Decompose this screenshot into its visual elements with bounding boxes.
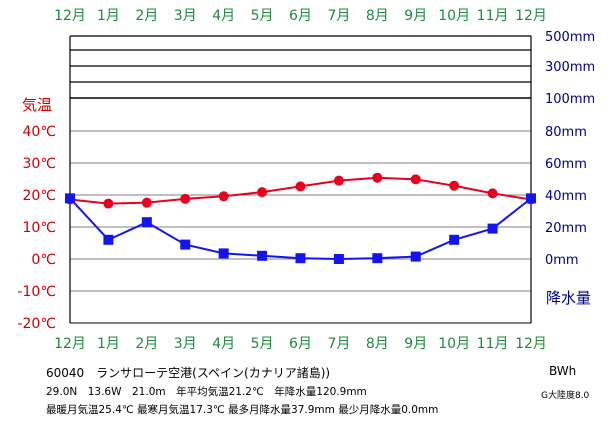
precipitation-point: [333, 254, 344, 264]
data-series: [65, 172, 536, 264]
month-label-top: 7月: [327, 8, 350, 24]
month-label-top: 12月: [515, 8, 547, 24]
temperature-point: [218, 191, 229, 202]
month-label-bottom: 3月: [174, 336, 197, 352]
temperature-point: [180, 193, 191, 204]
precipitation-axis-label: 降水量: [546, 289, 591, 307]
precipitation-point: [372, 253, 383, 264]
precipitation-point: [257, 250, 268, 261]
precipitation-point: [141, 217, 152, 228]
temperature-point: [257, 187, 268, 198]
month-label-bottom: 12月: [54, 336, 86, 352]
month-label-top: 11月: [477, 8, 509, 24]
month-label-bottom: 4月: [212, 336, 235, 352]
month-label-top: 9月: [404, 8, 427, 24]
month-label-bottom: 5月: [251, 336, 274, 352]
precipitation-point: [487, 223, 498, 234]
temperature-point: [103, 198, 114, 209]
precipitation-point: [449, 234, 460, 245]
precipitation-tick-label: 300mm: [545, 60, 595, 75]
temperature-point: [449, 180, 460, 191]
temperature-point: [372, 172, 383, 183]
precipitation-tick-label: 60mm: [545, 157, 587, 172]
month-label-top: 8月: [366, 8, 389, 24]
precipitation-axis-ticks: 0mm 20mm 40mm 60mm 80mm 100mm 300mm 500mm: [545, 30, 595, 268]
precipitation-point: [65, 193, 75, 204]
precipitation-point: [295, 253, 306, 264]
precipitation-point: [218, 248, 229, 259]
temperature-tick-label: 40℃: [22, 124, 56, 140]
month-label-bottom: 1月: [97, 336, 120, 352]
station-info-line-2: 最暖月気温25.4℃ 最寒月気温17.3℃ 最多月降水量37.9mm 最少月降水…: [46, 404, 439, 416]
precipitation-point: [103, 234, 114, 245]
month-label-bottom: 8月: [366, 336, 389, 352]
temperature-point: [410, 174, 421, 185]
chart-grid: [69, 35, 532, 324]
month-label-top: 12月: [54, 8, 86, 24]
month-label-top: 1月: [97, 8, 120, 24]
top-month-labels: 12月 1月 2月 3月 4月 5月 6月 7月 8月 9月 10月 11月 12月: [54, 8, 547, 24]
precipitation-point: [526, 193, 536, 204]
continentality-index: G大陸度8.0: [541, 391, 590, 401]
month-label-bottom: 6月: [289, 336, 312, 352]
temperature-point: [295, 181, 306, 192]
temperature-point: [141, 197, 152, 208]
precipitation-line: [69, 197, 532, 261]
precipitation-point: [180, 239, 191, 250]
bottom-month-labels: 12月 1月 2月 3月 4月 5月 6月 7月 8月 9月 10月 11月 12月: [54, 336, 547, 352]
month-label-bottom: 10月: [438, 336, 470, 352]
month-label-top: 10月: [438, 8, 470, 24]
precipitation-tick-label: 80mm: [545, 125, 587, 140]
precipitation-tick-label: 0mm: [545, 253, 579, 268]
station-info-line-1: 29.0N 13.6W 21.0m 年平均気温21.2℃ 年降水量120.9mm: [46, 386, 367, 398]
precipitation-tick-label: 40mm: [545, 189, 587, 204]
month-label-bottom: 11月: [477, 336, 509, 352]
precipitation-point: [410, 251, 421, 262]
month-label-top: 2月: [135, 8, 158, 24]
temperature-axis-ticks: -20℃ -10℃ 0℃ 10℃ 20℃ 30℃ 40℃: [17, 124, 56, 332]
month-label-bottom: 7月: [327, 336, 350, 352]
precipitation-tick-label: 100mm: [545, 92, 595, 107]
temperature-point: [333, 175, 344, 186]
month-label-bottom: 9月: [404, 336, 427, 352]
temperature-tick-label: 0℃: [31, 252, 56, 268]
month-label-bottom: 2月: [135, 336, 158, 352]
precipitation-tick-label: 20mm: [545, 221, 587, 236]
temperature-tick-label: 30℃: [22, 156, 56, 172]
climate-classification: BWh: [549, 364, 577, 378]
precipitation-tick-label: 500mm: [545, 30, 595, 45]
month-label-top: 4月: [212, 8, 235, 24]
station-title: 60040 ランサローテ空港(スペイン(カナリア諸島)): [46, 366, 331, 380]
temperature-tick-label: -20℃: [17, 316, 56, 332]
month-label-bottom: 12月: [515, 336, 547, 352]
month-label-top: 6月: [289, 8, 312, 24]
month-label-top: 3月: [174, 8, 197, 24]
temperature-point: [487, 188, 498, 199]
month-label-top: 5月: [251, 8, 274, 24]
temperature-tick-label: -10℃: [17, 284, 56, 300]
temperature-tick-label: 20℃: [22, 188, 56, 204]
temperature-tick-label: 10℃: [22, 220, 56, 236]
temperature-axis-label: 気温: [22, 96, 52, 114]
